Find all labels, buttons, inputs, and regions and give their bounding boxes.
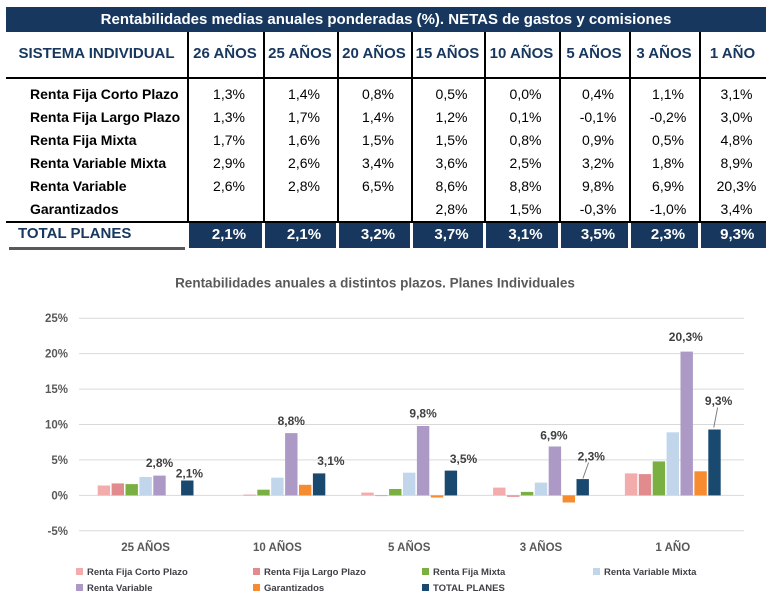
svg-text:1 AÑO: 1 AÑO (655, 541, 690, 554)
svg-text:5%: 5% (51, 455, 68, 467)
svg-text:2,3%: 2,3% (578, 450, 606, 464)
svg-text:25%: 25% (45, 313, 68, 325)
svg-text:Garantizados: Garantizados (264, 583, 324, 594)
svg-text:8,8%: 8,8% (278, 414, 306, 428)
svg-text:-5%: -5% (48, 526, 68, 538)
svg-text:5 AÑOS: 5 AÑOS (388, 541, 431, 554)
svg-text:Renta Fija Corto Plazo: Renta Fija Corto Plazo (87, 567, 188, 578)
svg-text:Renta Fija Largo Plazo: Renta Fija Largo Plazo (264, 567, 366, 578)
svg-text:0%: 0% (51, 490, 68, 502)
svg-text:2,8%: 2,8% (146, 456, 174, 470)
svg-text:10 AÑOS: 10 AÑOS (253, 541, 302, 554)
svg-text:9,3%: 9,3% (705, 394, 733, 408)
svg-text:3,5%: 3,5% (450, 452, 478, 466)
svg-text:20,3%: 20,3% (669, 330, 703, 344)
svg-text:15%: 15% (45, 384, 68, 396)
svg-text:Rentabilidades anuales a disti: Rentabilidades anuales a distintos plazo… (175, 276, 575, 291)
svg-text:10%: 10% (45, 420, 68, 432)
svg-text:6,9%: 6,9% (540, 428, 568, 442)
svg-text:3,1%: 3,1% (317, 454, 345, 468)
svg-text:9,8%: 9,8% (409, 407, 437, 421)
svg-text:2,1%: 2,1% (176, 466, 204, 480)
svg-text:25 AÑOS: 25 AÑOS (121, 541, 170, 554)
svg-text:Renta Variable Mixta: Renta Variable Mixta (604, 567, 697, 578)
svg-text:Renta Fija Mixta: Renta Fija Mixta (433, 567, 506, 578)
svg-text:20%: 20% (45, 349, 68, 361)
svg-text:3 AÑOS: 3 AÑOS (520, 541, 563, 554)
svg-text:TOTAL PLANES: TOTAL PLANES (433, 583, 505, 594)
svg-text:Renta Variable: Renta Variable (87, 583, 152, 594)
